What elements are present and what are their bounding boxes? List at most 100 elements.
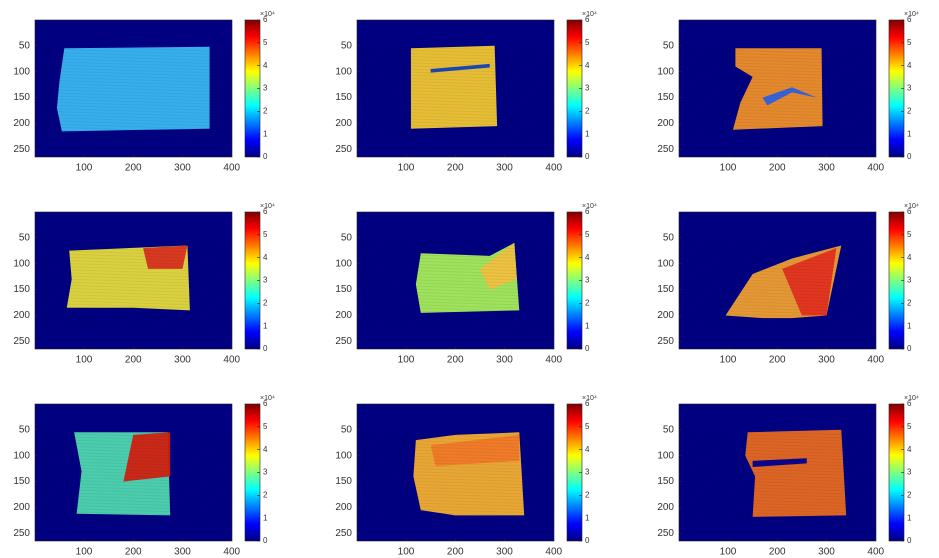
x-tick-label: 300 bbox=[496, 163, 513, 174]
x-tick-label: 200 bbox=[447, 355, 464, 366]
x-tick-label: 400 bbox=[545, 355, 562, 366]
colorbar-tick-label: 5 bbox=[263, 38, 268, 47]
y-tick-label: 100 bbox=[13, 450, 30, 461]
x-tick-label: 400 bbox=[545, 547, 562, 558]
y-tick-label: 50 bbox=[19, 232, 31, 243]
colorbar-tick-label: 0 bbox=[585, 536, 590, 545]
colorbar-tick-label: 3 bbox=[263, 84, 268, 93]
x-tick-label: 100 bbox=[398, 163, 415, 174]
colorbar-tick-label: 1 bbox=[263, 513, 268, 522]
y-tick-label: 150 bbox=[657, 476, 674, 487]
x-tick-label: 300 bbox=[174, 355, 191, 366]
colorbar-tick-label: 1 bbox=[585, 321, 590, 330]
x-tick-label: 200 bbox=[447, 547, 464, 558]
y-tick-label: 150 bbox=[13, 476, 30, 487]
colorbar-tick-label: 3 bbox=[585, 84, 590, 93]
x-tick-label: 400 bbox=[223, 163, 240, 174]
colorbar-tick-label: 0 bbox=[907, 536, 912, 545]
panel: 100200300400501001502002500123456×10⁴ bbox=[657, 203, 919, 366]
x-tick-label: 200 bbox=[125, 163, 142, 174]
x-tick-label: 100 bbox=[76, 547, 93, 558]
colorbar-tick-label: 3 bbox=[585, 276, 590, 285]
x-tick-label: 400 bbox=[867, 547, 884, 558]
colorbar-exponent: ×10⁴ bbox=[582, 203, 597, 210]
colorbar-tick-label: 5 bbox=[263, 230, 268, 239]
colorbar-tick-label: 4 bbox=[907, 445, 912, 454]
colorbar-tick-label: 2 bbox=[585, 298, 590, 307]
colorbar-tick-label: 2 bbox=[263, 490, 268, 499]
y-tick-label: 100 bbox=[335, 450, 352, 461]
colorbar-tick-label: 5 bbox=[907, 38, 912, 47]
y-tick-label: 50 bbox=[341, 232, 353, 243]
y-tick-label: 50 bbox=[19, 40, 31, 51]
colorbar-tick-label: 0 bbox=[585, 344, 590, 353]
y-tick-label: 150 bbox=[657, 92, 674, 103]
colorbar-tick-label: 2 bbox=[263, 106, 268, 115]
image-content bbox=[35, 46, 232, 142]
y-tick-label: 150 bbox=[13, 92, 30, 103]
x-tick-label: 200 bbox=[125, 547, 142, 558]
y-tick-label: 100 bbox=[657, 258, 674, 269]
colorbar-tick-label: 4 bbox=[263, 445, 268, 454]
colorbar-tick-label: 5 bbox=[585, 230, 590, 239]
y-tick-label: 100 bbox=[657, 450, 674, 461]
colorbar-tick-label: 1 bbox=[907, 321, 912, 330]
y-tick-label: 250 bbox=[657, 528, 674, 539]
colorbar-tick-label: 1 bbox=[585, 513, 590, 522]
colorbar-tick-label: 2 bbox=[585, 106, 590, 115]
colorbar-tick-label: 1 bbox=[263, 129, 268, 138]
colorbar-tick-label: 2 bbox=[907, 106, 912, 115]
colorbar-tick-label: 5 bbox=[263, 422, 268, 431]
y-tick-label: 50 bbox=[341, 40, 353, 51]
panel: 100200300400501001502002500123456×10⁴ bbox=[335, 395, 597, 558]
y-tick-label: 150 bbox=[335, 284, 352, 295]
x-tick-label: 300 bbox=[496, 547, 513, 558]
y-tick-label: 150 bbox=[335, 92, 352, 103]
x-tick-label: 100 bbox=[720, 547, 737, 558]
y-tick-label: 200 bbox=[13, 310, 30, 321]
colorbar-exponent: ×10⁴ bbox=[904, 11, 919, 18]
colorbar-tick-label: 3 bbox=[907, 276, 912, 285]
x-tick-label: 200 bbox=[769, 547, 786, 558]
y-tick-label: 250 bbox=[335, 336, 352, 347]
colorbar-tick-label: 4 bbox=[585, 61, 590, 70]
y-tick-label: 250 bbox=[657, 144, 674, 155]
colorbar-tick-label: 2 bbox=[907, 490, 912, 499]
y-tick-label: 200 bbox=[13, 502, 30, 513]
y-tick-label: 100 bbox=[335, 66, 352, 77]
panel: 100200300400501001502002500123456×10⁴ bbox=[335, 11, 597, 174]
x-tick-label: 300 bbox=[818, 355, 835, 366]
x-tick-label: 200 bbox=[125, 355, 142, 366]
colorbar-tick-label: 4 bbox=[585, 253, 590, 262]
panel: 100200300400501001502002500123456×10⁴ bbox=[657, 395, 919, 558]
figure: 100200300400501001502002500123456×10⁴100… bbox=[0, 0, 939, 558]
colorbar-tick-label: 3 bbox=[585, 468, 590, 477]
colorbar-tick-label: 3 bbox=[907, 468, 912, 477]
x-tick-label: 300 bbox=[174, 547, 191, 558]
colorbar-tick-label: 1 bbox=[907, 513, 912, 522]
colorbar-exponent: ×10⁴ bbox=[260, 11, 275, 18]
y-tick-label: 150 bbox=[335, 476, 352, 487]
x-tick-label: 400 bbox=[545, 163, 562, 174]
colorbar-tick-label: 4 bbox=[907, 61, 912, 70]
colorbar-tick-label: 5 bbox=[585, 38, 590, 47]
colorbar-tick-label: 2 bbox=[907, 298, 912, 307]
x-tick-label: 100 bbox=[720, 355, 737, 366]
colorbar-exponent: ×10⁴ bbox=[260, 395, 275, 402]
colorbar-tick-label: 4 bbox=[585, 445, 590, 454]
colorbar-tick-label: 0 bbox=[263, 536, 268, 545]
colorbar-tick-label: 0 bbox=[907, 344, 912, 353]
colorbar-exponent: ×10⁴ bbox=[904, 203, 919, 210]
colorbar-tick-label: 1 bbox=[585, 129, 590, 138]
x-tick-label: 100 bbox=[398, 547, 415, 558]
y-tick-label: 200 bbox=[13, 118, 30, 129]
y-tick-label: 150 bbox=[13, 284, 30, 295]
y-tick-label: 50 bbox=[19, 424, 31, 435]
y-tick-label: 100 bbox=[657, 66, 674, 77]
colorbar-exponent: ×10⁴ bbox=[582, 395, 597, 402]
y-tick-label: 50 bbox=[663, 40, 675, 51]
y-tick-label: 250 bbox=[13, 528, 30, 539]
colorbar-tick-label: 3 bbox=[263, 276, 268, 285]
